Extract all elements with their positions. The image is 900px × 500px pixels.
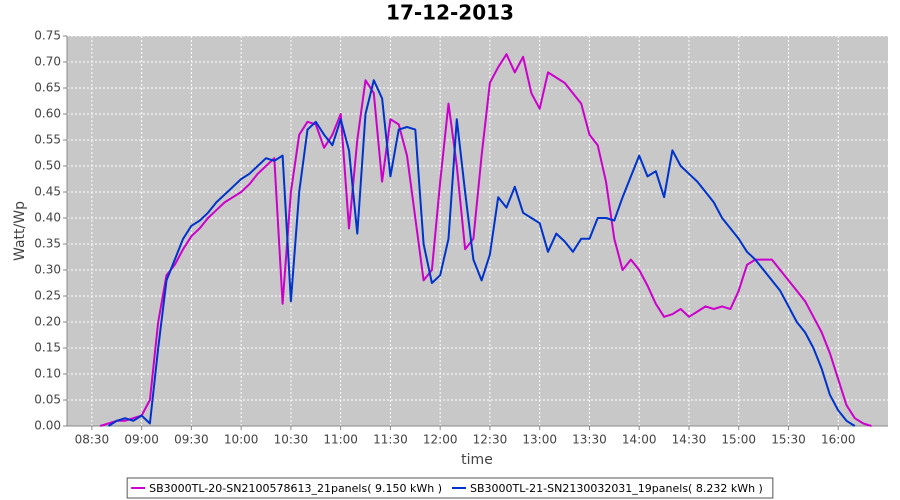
y-tick-label: 0.55 [34,133,61,147]
plot-background [67,36,888,426]
legend-box [126,477,774,499]
y-tick-label: 0.45 [34,185,61,199]
legend-label: SB3000TL-21-SN2130032031_19panels( 8.232… [470,482,763,495]
y-tick-label: 0.00 [34,419,61,433]
x-tick-label: 13:30 [572,433,607,447]
y-tick-label: 0.15 [34,341,61,355]
x-tick-label: 15:00 [721,433,756,447]
x-tick-label: 15:30 [771,433,806,447]
y-tick-label: 0.35 [34,237,61,251]
legend-label: SB3000TL-20-SN2100578613_21panels( 9.150… [149,482,442,495]
grid: 0.00 0.05 0.10 0.15 0.20 0.25 0.30 0.35 0.40 0.45… [34,29,888,447]
x-tick-label: 09:00 [124,433,159,447]
x-tick-label: 10:00 [224,433,259,447]
x-tick-label: 12:00 [423,433,458,447]
y-tick-label: 0.60 [34,107,61,121]
y-tick-label: 0.05 [34,393,61,407]
x-tick-label: 12:30 [473,433,508,447]
series-lines [99,53,872,427]
chart-title: 17-12-2013 [386,1,514,25]
x-tick-label: 16:00 [821,433,856,447]
y-tick-label: 0.75 [34,29,61,43]
y-tick-label: 0.50 [34,159,61,173]
legend: SB3000TL-20-SN2100578613_21panels( 9.150… [126,477,774,499]
y-axis-label: Watt/Wp [12,201,28,261]
y-tick-label: 0.70 [34,55,61,69]
x-tick-label: 13:00 [522,433,557,447]
x-tick-label: 09:30 [174,433,209,447]
y-tick-label: 0.30 [34,263,61,277]
x-tick-label: 11:30 [373,433,408,447]
y-tick-label: 0.25 [34,289,61,303]
series-line [99,53,872,427]
x-tick-label: 14:00 [622,433,657,447]
y-tick-label: 0.20 [34,315,61,329]
series-line [107,79,856,427]
y-tick-label: 0.10 [34,367,61,381]
y-tick-label: 0.40 [34,211,61,225]
x-tick-label: 08:30 [75,433,110,447]
x-tick-label: 10:30 [274,433,309,447]
y-tick-label: 0.65 [34,81,61,95]
x-tick-label: 14:30 [672,433,707,447]
x-tick-label: 11:00 [323,433,358,447]
x-axis-label: time [461,452,493,468]
